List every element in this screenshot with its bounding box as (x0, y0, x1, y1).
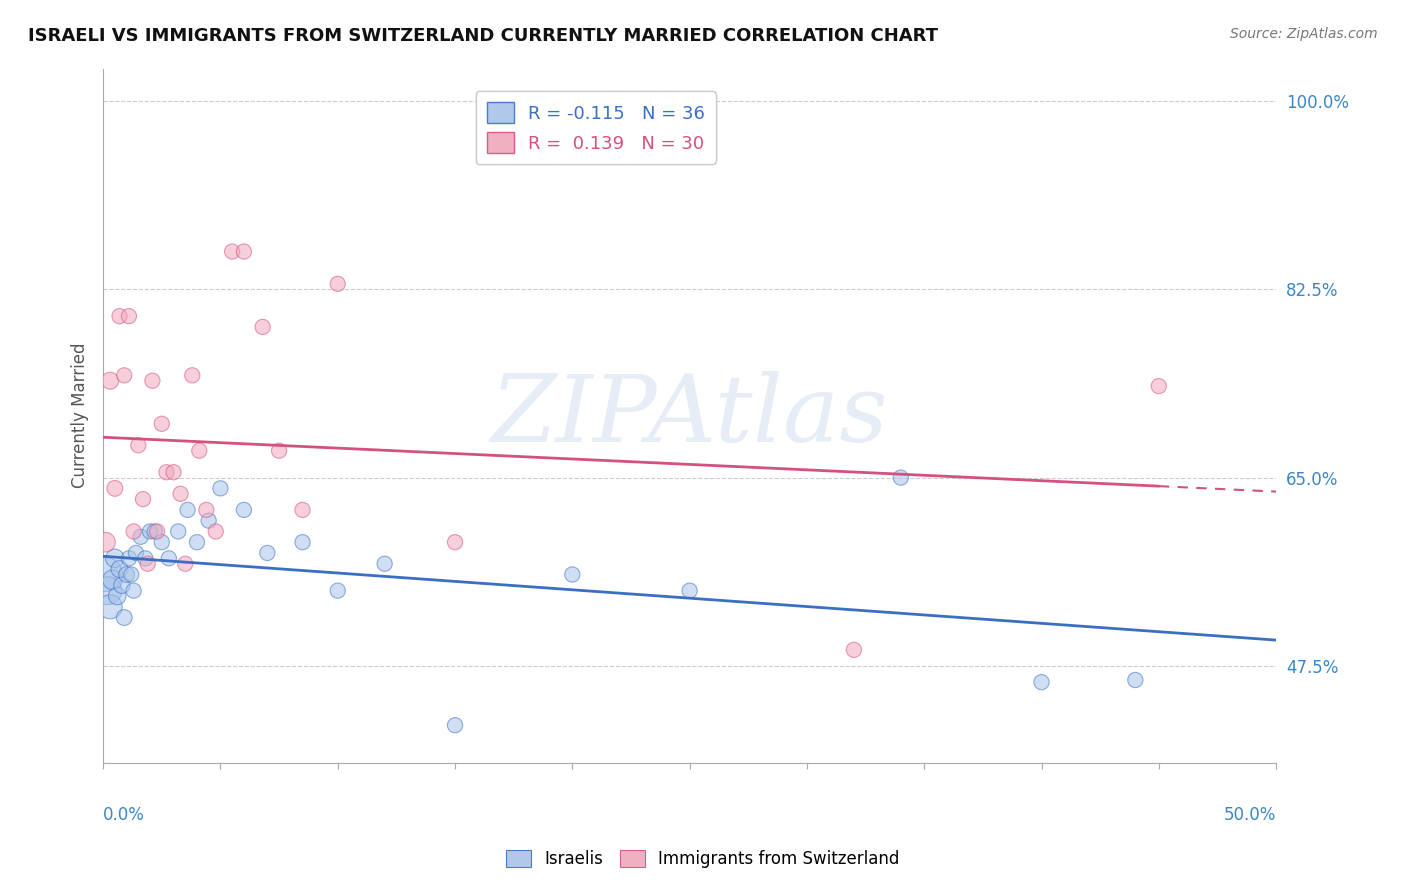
Point (232, 503, 254, 517)
Point (98, 599, 121, 614)
Point (197, 514, 219, 528)
Point (174, 557, 197, 571)
Point (678, 583, 700, 598)
Point (111, 578, 134, 592)
Point (326, 277, 349, 291)
Point (162, 465, 184, 479)
Point (267, 443, 290, 458)
Point (132, 492, 155, 507)
Point (374, 557, 396, 571)
Text: Source: ZipAtlas.com: Source: ZipAtlas.com (1230, 27, 1378, 41)
Point (561, 567, 583, 582)
Point (176, 503, 198, 517)
Point (209, 481, 232, 495)
Text: ZIPAtlas: ZIPAtlas (491, 371, 889, 460)
Point (890, 470, 912, 484)
Point (127, 438, 149, 452)
Point (118, 309, 141, 323)
Point (204, 524, 226, 539)
Point (186, 535, 208, 549)
Point (1123, 673, 1146, 687)
Point (150, 417, 173, 431)
Point (112, 368, 135, 383)
Point (120, 567, 142, 582)
Point (167, 524, 190, 539)
Point (256, 546, 278, 560)
Point (94, 535, 117, 549)
Point (108, 309, 131, 323)
Point (150, 535, 173, 549)
Point (291, 535, 314, 549)
Point (104, 481, 127, 495)
Point (112, 610, 135, 624)
Text: 0.0%: 0.0% (103, 806, 145, 824)
Point (141, 374, 163, 388)
Point (129, 530, 152, 544)
Point (444, 535, 467, 549)
Y-axis label: Currently Married: Currently Married (72, 343, 89, 489)
Legend: R = -0.115   N = 36, R =  0.139   N = 30: R = -0.115 N = 36, R = 0.139 N = 30 (475, 92, 716, 164)
Point (252, 319, 274, 334)
Point (188, 443, 211, 458)
Point (1031, 675, 1053, 690)
Point (125, 546, 148, 560)
Point (94, 567, 117, 582)
Point (105, 589, 128, 603)
Text: ISRAELI VS IMMIGRANTS FROM SWITZERLAND CURRENTLY MARRIED CORRELATION CHART: ISRAELI VS IMMIGRANTS FROM SWITZERLAND C… (28, 27, 938, 45)
Point (155, 465, 177, 479)
Point (181, 368, 204, 383)
Point (136, 557, 159, 571)
Point (139, 524, 162, 539)
Point (444, 718, 467, 732)
Text: 50.0%: 50.0% (1223, 806, 1277, 824)
Point (134, 551, 156, 566)
Point (195, 503, 218, 517)
Point (98, 374, 121, 388)
Point (122, 524, 145, 539)
Point (146, 524, 169, 539)
Point (169, 487, 191, 501)
Point (157, 551, 180, 566)
Point (97, 583, 120, 598)
Point (122, 583, 145, 598)
Point (221, 244, 243, 259)
Point (118, 551, 141, 566)
Point (291, 503, 314, 517)
Legend: Israelis, Immigrants from Switzerland: Israelis, Immigrants from Switzerland (499, 843, 907, 875)
Point (101, 573, 124, 587)
Point (232, 244, 254, 259)
Point (842, 643, 865, 657)
Point (326, 583, 349, 598)
Point (143, 524, 166, 539)
Point (115, 567, 138, 582)
Point (108, 562, 131, 576)
Point (1147, 379, 1170, 393)
Point (104, 551, 127, 566)
